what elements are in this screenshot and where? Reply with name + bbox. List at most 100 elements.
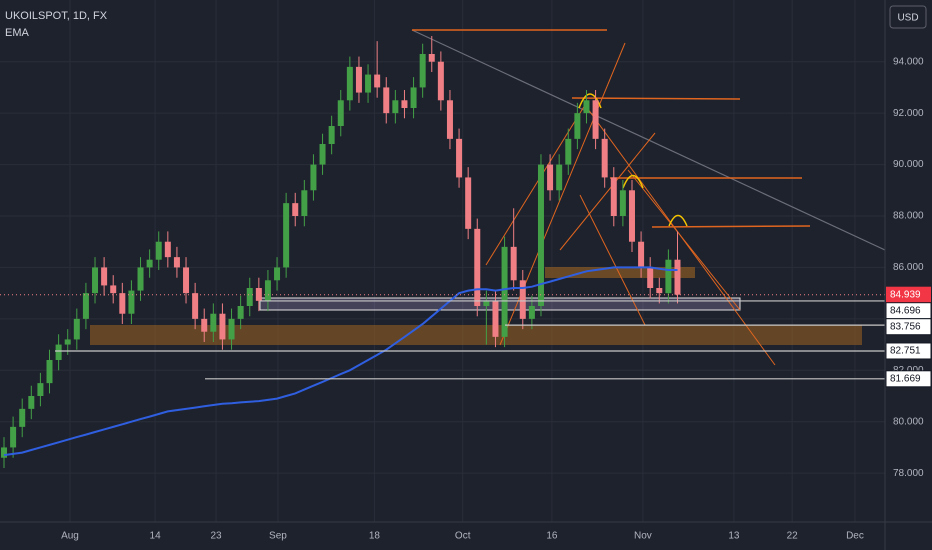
- candles: [0, 36, 885, 468]
- price-level-label: 84.696: [890, 305, 921, 316]
- y-tick-label: 78.000: [893, 468, 924, 479]
- candle-body: [547, 164, 554, 191]
- candle-body: [456, 138, 463, 178]
- level-line: [571, 97, 741, 100]
- candle-body: [374, 74, 381, 88]
- candle-body: [28, 396, 35, 409]
- price-level-label: 83.756: [890, 321, 921, 332]
- candle-body: [346, 66, 353, 101]
- candle-body: [583, 100, 590, 114]
- candle-body: [37, 383, 44, 396]
- candle-body: [565, 138, 572, 165]
- y-tick-label: 80.000: [893, 416, 924, 427]
- candle-body: [228, 318, 235, 340]
- currency-button[interactable]: [889, 5, 927, 29]
- drawings: [90, 29, 886, 366]
- x-tick-label: Oct: [455, 531, 471, 542]
- y-tick-label: 90.000: [893, 159, 924, 170]
- candle-body: [392, 100, 399, 114]
- candle-body: [537, 164, 544, 306]
- arc: [622, 174, 644, 189]
- candle-body: [264, 280, 271, 301]
- grid: [0, 0, 885, 522]
- candle-body: [474, 228, 481, 306]
- candle-body: [19, 408, 26, 427]
- candle-body: [283, 203, 290, 268]
- candle-body: [192, 293, 199, 319]
- candle-body: [465, 177, 472, 229]
- candle-body: [638, 241, 645, 268]
- x-tick-label: 22: [787, 531, 799, 542]
- candle-body: [628, 190, 635, 242]
- candle-body: [665, 259, 672, 294]
- candle-body: [55, 344, 62, 360]
- zone-box: [90, 325, 862, 345]
- candle-body: [337, 100, 344, 126]
- candle-body: [401, 100, 408, 108]
- candle-body: [556, 164, 563, 191]
- candle-body: [592, 100, 599, 139]
- zone-box: [545, 267, 695, 278]
- candle-body: [610, 177, 617, 216]
- candle-body: [647, 267, 654, 288]
- candle-body: [155, 241, 162, 260]
- ema-line: [3, 266, 678, 457]
- candle-body: [292, 203, 299, 216]
- x-tick-label: 13: [728, 531, 740, 542]
- candle-body: [446, 100, 453, 139]
- price-level-label: 81.669: [890, 373, 921, 384]
- x-tick-label: 14: [150, 531, 162, 542]
- candle-body: [574, 113, 581, 139]
- level-line: [651, 225, 811, 228]
- currency[interactable]: USD: [897, 13, 918, 24]
- axis-labels: 78.00080.00082.00084.00086.00088.00090.0…: [61, 56, 932, 542]
- candle-body: [410, 87, 417, 108]
- candle-body: [119, 293, 126, 314]
- candle-body: [501, 246, 508, 337]
- candle-body: [246, 288, 253, 306]
- price-level-badge: [885, 318, 932, 336]
- y-tick-label: 94.000: [893, 56, 924, 67]
- candle-body: [64, 339, 71, 345]
- candle-body: [237, 306, 244, 319]
- candle-body: [73, 318, 80, 340]
- indicator-name: EMA: [5, 27, 30, 39]
- candle-body: [328, 126, 335, 144]
- candle-body: [319, 144, 326, 165]
- candle-body: [274, 267, 281, 281]
- candle-body: [137, 267, 144, 291]
- candle-body: [383, 87, 390, 114]
- time-axis: [0, 522, 885, 550]
- price-level-badge: [885, 342, 932, 360]
- y-tick-label: 92.000: [893, 108, 924, 119]
- price-level-badge: [885, 370, 932, 388]
- arc: [668, 214, 688, 227]
- channel-line: [627, 169, 741, 311]
- candle-body: [528, 306, 535, 319]
- candle-body: [201, 318, 208, 332]
- candle-body: [419, 54, 426, 88]
- candle-body: [437, 61, 444, 101]
- candle-body: [483, 300, 490, 306]
- x-tick-label: Nov: [634, 531, 652, 542]
- candle-body: [510, 246, 517, 281]
- channel-line: [559, 132, 656, 251]
- y-tick-label: 86.000: [893, 262, 924, 273]
- candle-body: [365, 74, 372, 93]
- last-price-badge: [886, 286, 931, 303]
- candle-body: [601, 138, 608, 178]
- candle-body: [210, 313, 217, 332]
- last-price-label: 84.939: [890, 289, 921, 300]
- candle-body: [10, 426, 17, 448]
- x-tick-label: Aug: [61, 531, 79, 542]
- candle-body: [1, 447, 8, 458]
- trend-line: [411, 29, 886, 251]
- candle-body: [146, 259, 153, 268]
- x-tick-label: 16: [546, 531, 558, 542]
- candle-body: [46, 360, 53, 384]
- channel-line: [579, 194, 646, 326]
- x-tick-label: 18: [369, 531, 381, 542]
- arc: [578, 93, 602, 109]
- y-tick-label: 88.000: [893, 211, 924, 222]
- candle-body: [82, 293, 89, 319]
